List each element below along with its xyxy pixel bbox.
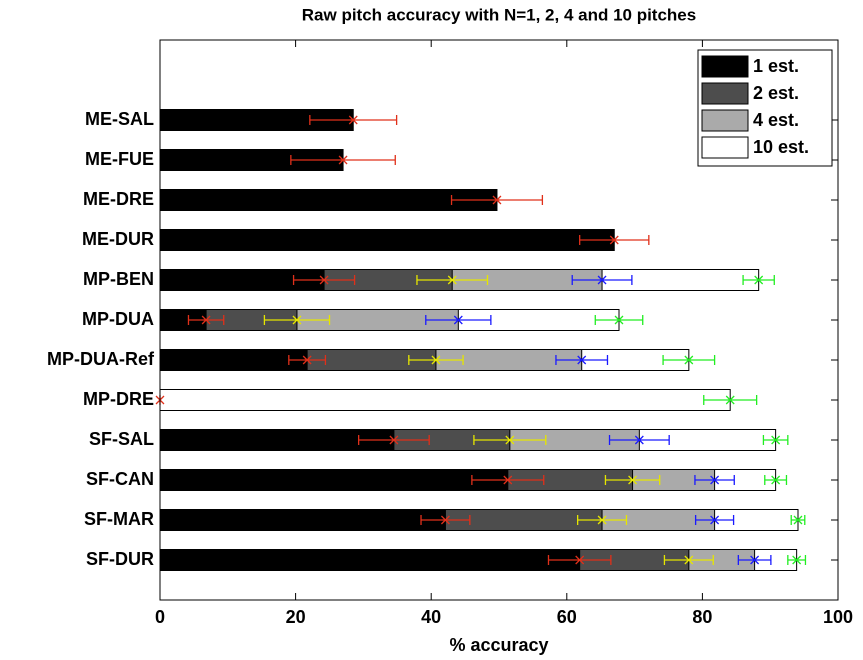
error-bar [571, 275, 633, 285]
y-tick-label: SF-DUR [86, 549, 154, 569]
error-bar [408, 355, 464, 365]
legend-label: 4 est. [753, 110, 799, 130]
error-bar [608, 435, 670, 445]
error-bar [420, 515, 471, 525]
error-bar [416, 275, 489, 285]
error-bar [547, 555, 612, 565]
y-tick-label: ME-SAL [85, 109, 154, 129]
y-tick-label: ME-DRE [83, 189, 154, 209]
error-bar [309, 115, 398, 125]
error-bar [471, 475, 545, 485]
y-tick-label: SF-MAR [84, 509, 154, 529]
chart-title: Raw pitch accuracy with N=1, 2, 4 and 10… [302, 5, 696, 24]
x-tick-label: 20 [286, 607, 306, 627]
y-tick-label: SF-SAL [89, 429, 154, 449]
y-tick-label: ME-FUE [85, 149, 154, 169]
y-tick-label: ME-DUR [82, 229, 154, 249]
error-bar [594, 315, 644, 325]
y-tick-label: MP-DRE [83, 389, 154, 409]
x-tick-label: 60 [557, 607, 577, 627]
bar [159, 509, 446, 531]
legend-swatch [701, 82, 749, 105]
y-tick-label: MP-BEN [83, 269, 154, 289]
error-bar [663, 555, 714, 565]
error-bar [292, 275, 356, 285]
error-bar [555, 355, 609, 365]
bar [159, 469, 509, 491]
legend-label: 10 est. [753, 137, 809, 157]
legend-label: 1 est. [753, 56, 799, 76]
error-bar [187, 315, 225, 325]
legend-swatch [701, 109, 749, 132]
bar [159, 349, 308, 371]
y-tick-label: MP-DUA [82, 309, 154, 329]
error-bar [288, 355, 327, 365]
error-bar [263, 315, 331, 325]
error-bar [662, 355, 716, 365]
error-bar [604, 475, 661, 485]
error-bar [694, 475, 735, 485]
x-tick-label: 40 [421, 607, 441, 627]
axes-box [159, 39, 839, 601]
bar [159, 549, 581, 571]
x-tick-label: 80 [692, 607, 712, 627]
error-bar [742, 275, 775, 285]
error-bar [694, 515, 735, 525]
bar [159, 389, 731, 411]
error-bar [787, 555, 807, 565]
x-axis-label: % accuracy [449, 635, 548, 655]
error-bar [425, 315, 492, 325]
error-bar [737, 555, 772, 565]
error-bar [579, 235, 650, 245]
legend-swatch [701, 55, 749, 78]
error-bar [764, 475, 788, 485]
error-bar [762, 435, 789, 445]
error-bar [790, 515, 806, 525]
bar [159, 229, 615, 251]
x-tick-label: 100 [823, 607, 853, 627]
error-bar [450, 195, 544, 205]
error-bar [576, 515, 628, 525]
legend-label: 2 est. [753, 83, 799, 103]
y-tick-label: SF-CAN [86, 469, 154, 489]
error-bar [290, 155, 396, 165]
x-tick-label: 0 [155, 607, 165, 627]
legend-swatch [701, 136, 749, 159]
error-bar [473, 435, 547, 445]
bar [159, 189, 498, 211]
error-bar [703, 395, 758, 405]
error-bar [358, 435, 430, 445]
y-tick-label: MP-DUA-Ref [47, 349, 155, 369]
